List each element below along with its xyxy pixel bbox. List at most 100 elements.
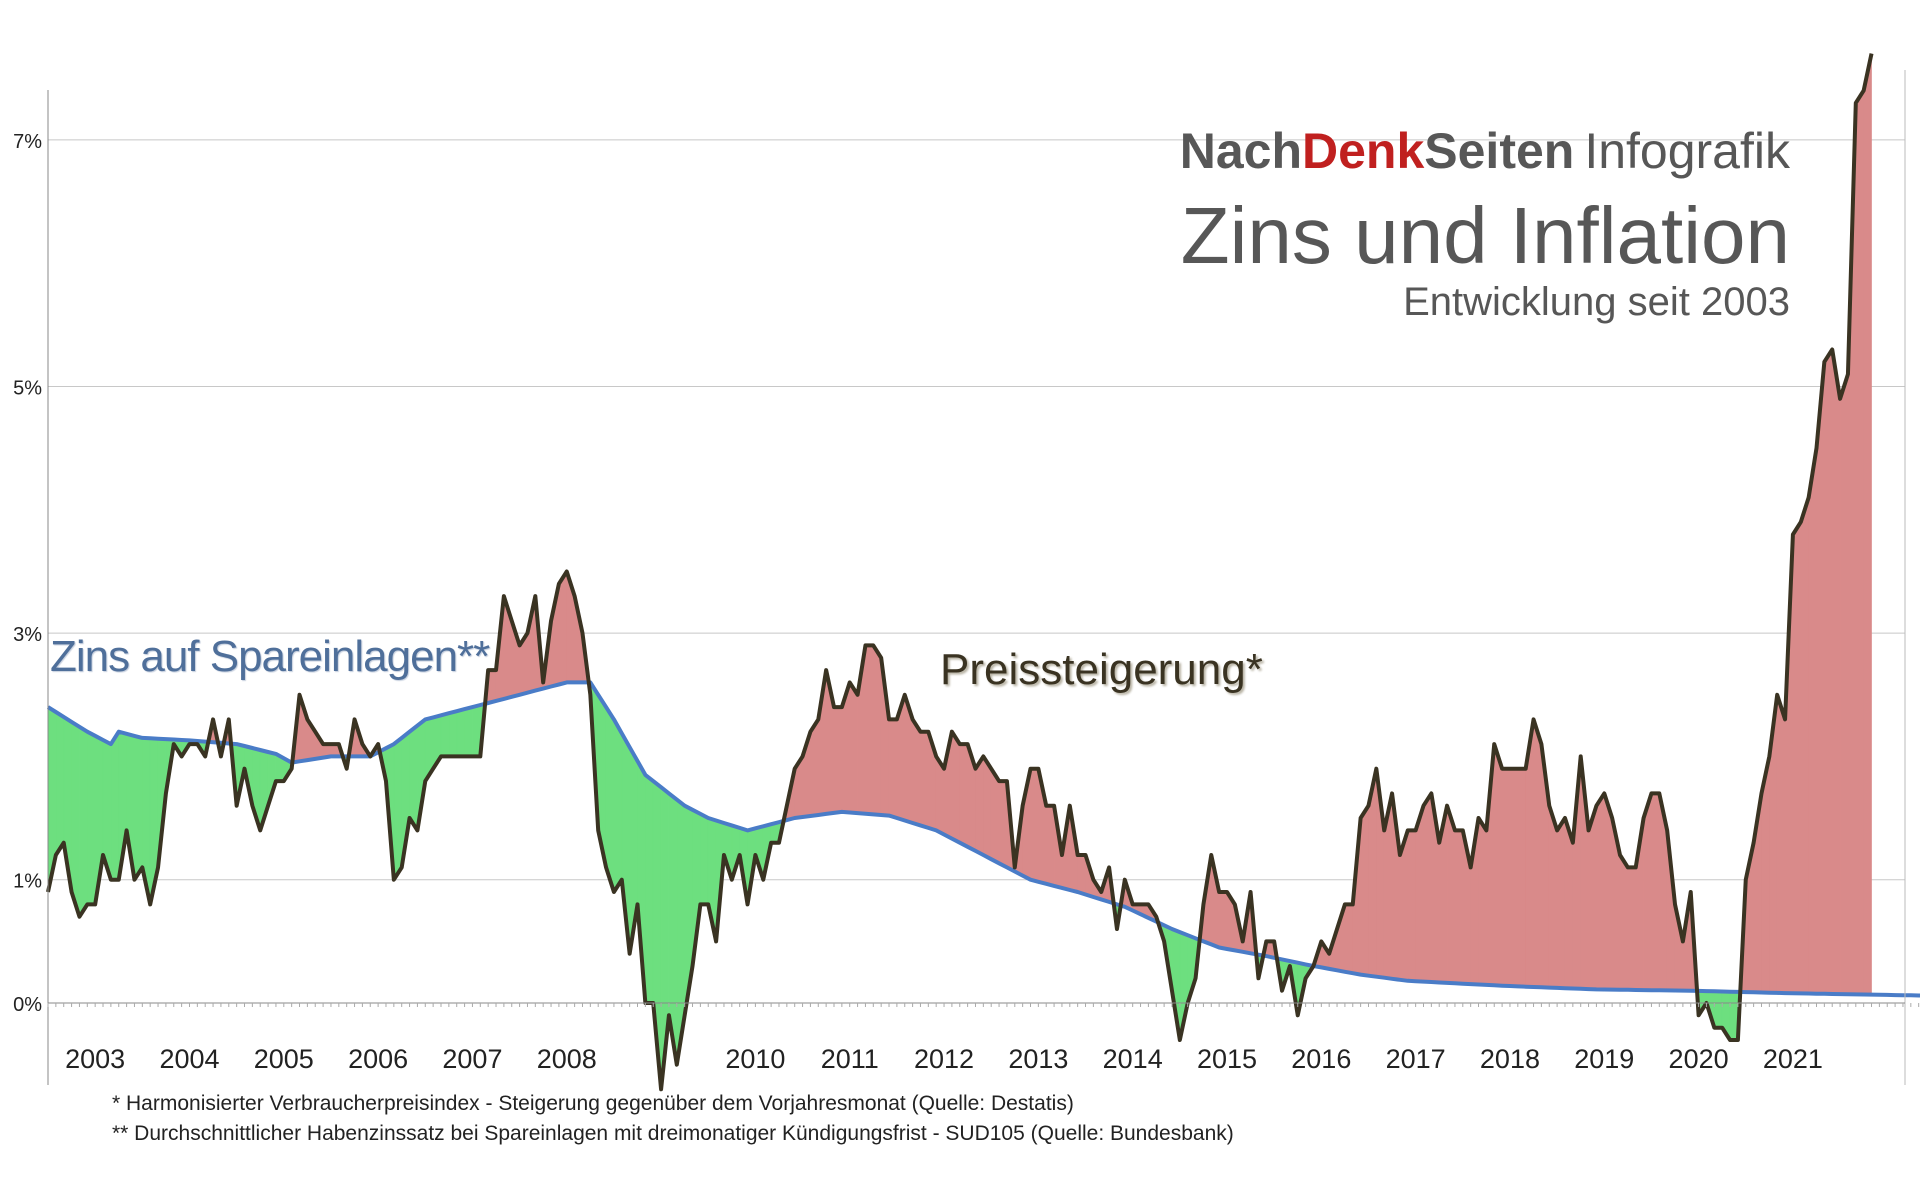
- inflation-above-savings-area: [865, 645, 874, 815]
- x-tick-label: 2013: [1008, 1044, 1068, 1074]
- inflation-above-savings-area: [1446, 805, 1456, 984]
- footnote-savings: ** Durchschnittlicher Habenzinssatz bei …: [112, 1122, 1234, 1145]
- inflation-below-savings-area: [79, 726, 88, 918]
- inflation-above-savings-area: [1517, 768, 1526, 987]
- x-tick-label: 2014: [1103, 1044, 1163, 1074]
- inflation-above-savings-area: [1603, 793, 1613, 990]
- inflation-above-savings-area: [998, 780, 1008, 868]
- inflation-above-savings-area: [1808, 448, 1817, 994]
- inflation-below-savings-area: [613, 718, 623, 894]
- x-tick-label: 2008: [537, 1044, 597, 1074]
- x-tick-label: 2017: [1386, 1044, 1446, 1074]
- inflation-above-savings-area: [1792, 521, 1802, 994]
- inflation-above-savings-area: [1588, 805, 1597, 990]
- x-tick-label: 2015: [1197, 1044, 1257, 1074]
- inflation-above-savings-area: [1651, 793, 1660, 991]
- inflation-above-savings-area: [1627, 867, 1637, 991]
- inflation-below-savings-area: [440, 712, 450, 757]
- x-tick-label: 2019: [1574, 1044, 1634, 1074]
- x-tick-label: 2011: [821, 1044, 879, 1074]
- savings-rate-line: [46, 680, 1920, 998]
- inflation-below-savings-area: [464, 706, 473, 757]
- inflation-above-savings-area: [558, 570, 568, 685]
- x-tick-label: 2006: [348, 1044, 408, 1074]
- inflation-above-savings-area: [1824, 348, 1833, 995]
- inflation-above-savings-area: [1855, 89, 1864, 995]
- x-tick-label: 2004: [159, 1044, 219, 1074]
- inflation-above-savings-area: [1556, 817, 1566, 989]
- inflation-above-savings-area: [1415, 805, 1424, 982]
- inflation-below-savings-area: [409, 724, 418, 832]
- inflation-above-savings-area: [1478, 817, 1487, 986]
- inflation-above-savings-area: [1493, 743, 1503, 987]
- footnote-inflation: * Harmonisierter Verbraucherpreisindex -…: [112, 1092, 1074, 1115]
- x-tick-label: 2003: [65, 1044, 125, 1074]
- inflation-above-savings-area: [1218, 891, 1228, 950]
- inflation-above-savings-area: [1501, 768, 1511, 987]
- brand-part-seiten: Seiten: [1424, 123, 1575, 179]
- inflation-above-savings-area: [1407, 830, 1416, 982]
- inflation-above-savings-area: [1839, 374, 1849, 995]
- inflation-above-savings-area: [990, 767, 1000, 864]
- inflation-above-savings-area: [1030, 768, 1039, 883]
- inflation-above-savings-area: [872, 644, 882, 816]
- inflation-above-savings-area: [1831, 349, 1841, 995]
- x-tick-label: 2020: [1669, 1044, 1729, 1074]
- chart-subtitle: Entwicklung seit 2003: [1403, 280, 1790, 324]
- inflation-above-savings-area: [1596, 792, 1605, 990]
- inflation-below-savings-area: [448, 710, 458, 757]
- inflation-below-savings-area: [645, 774, 654, 1004]
- inflation-line: [46, 53, 1874, 1092]
- inflation-above-savings-area: [1800, 497, 1809, 994]
- chart-title: Zins und Inflation: [1180, 191, 1790, 280]
- inflation-above-savings-area: [849, 681, 858, 814]
- brand-part-nach: Nach: [1179, 123, 1302, 179]
- inflation-above-savings-area: [975, 755, 984, 856]
- x-tick-label: 2016: [1291, 1044, 1351, 1074]
- inflation-above-savings-area: [959, 743, 968, 848]
- y-tick-label: 5%: [13, 378, 42, 400]
- inflation-below-savings-area: [87, 731, 96, 905]
- brand-part-denk: Denk: [1302, 123, 1425, 179]
- series-lines: [46, 53, 1920, 1092]
- inflation-below-savings-area: [700, 813, 709, 905]
- x-tick-label: 2021: [1763, 1044, 1823, 1074]
- inflation-below-savings-area: [456, 708, 465, 757]
- inflation-above-savings-area: [920, 731, 929, 829]
- inflation-above-savings-area: [1548, 805, 1558, 989]
- y-tick-label: 7%: [13, 131, 42, 153]
- brand-suffix: Infografik: [1584, 123, 1790, 179]
- inflation-above-savings-area: [1776, 694, 1786, 994]
- inflation-above-savings-area: [983, 755, 992, 860]
- inflation-above-savings-area: [1816, 361, 1825, 995]
- inflation-above-savings-area: [1619, 854, 1629, 991]
- inflation-above-savings-area: [888, 719, 898, 819]
- inflation-above-savings-area: [1360, 804, 1369, 977]
- axes: 0% 1% 3% 5% 7% 2003 2004 2005 2006 2007 2008 2010 20…: [13, 70, 1920, 1085]
- inflation-below-savings-area: [134, 735, 143, 881]
- inflation-above-savings-area: [1533, 719, 1542, 988]
- inflation-above-savings-area: [1863, 53, 1872, 995]
- x-tick-label: 2007: [442, 1044, 502, 1074]
- x-tick-label: 2012: [914, 1044, 974, 1074]
- inflation-above-savings-area: [1344, 904, 1354, 974]
- x-tick-label: 2005: [254, 1044, 314, 1074]
- brand-logo: NachDenkSeiten Infografik: [1180, 122, 1790, 180]
- inflation-below-savings-area: [1714, 990, 1723, 1028]
- inflation-series-label: Preissteigerung*: [940, 645, 1263, 694]
- x-tick-label: 2010: [725, 1044, 785, 1074]
- inflation-above-savings-area: [1454, 830, 1464, 984]
- inflation-above-savings-area: [1045, 805, 1055, 887]
- inflation-above-savings-area: [951, 730, 961, 844]
- x-tick-label: 2018: [1480, 1044, 1540, 1074]
- savings-series-label: Zins auf Spareinlagen**: [50, 632, 490, 681]
- inflation-below-savings-area: [393, 737, 403, 881]
- inflation-below-savings-area: [55, 711, 65, 857]
- y-tick-label: 0%: [13, 994, 42, 1016]
- inflation-above-savings-area: [833, 706, 843, 814]
- inflation-above-savings-area: [1077, 854, 1086, 895]
- y-tick-label: 1%: [13, 871, 42, 893]
- inflation-below-savings-area: [110, 730, 120, 881]
- inflation-above-savings-area: [912, 718, 921, 826]
